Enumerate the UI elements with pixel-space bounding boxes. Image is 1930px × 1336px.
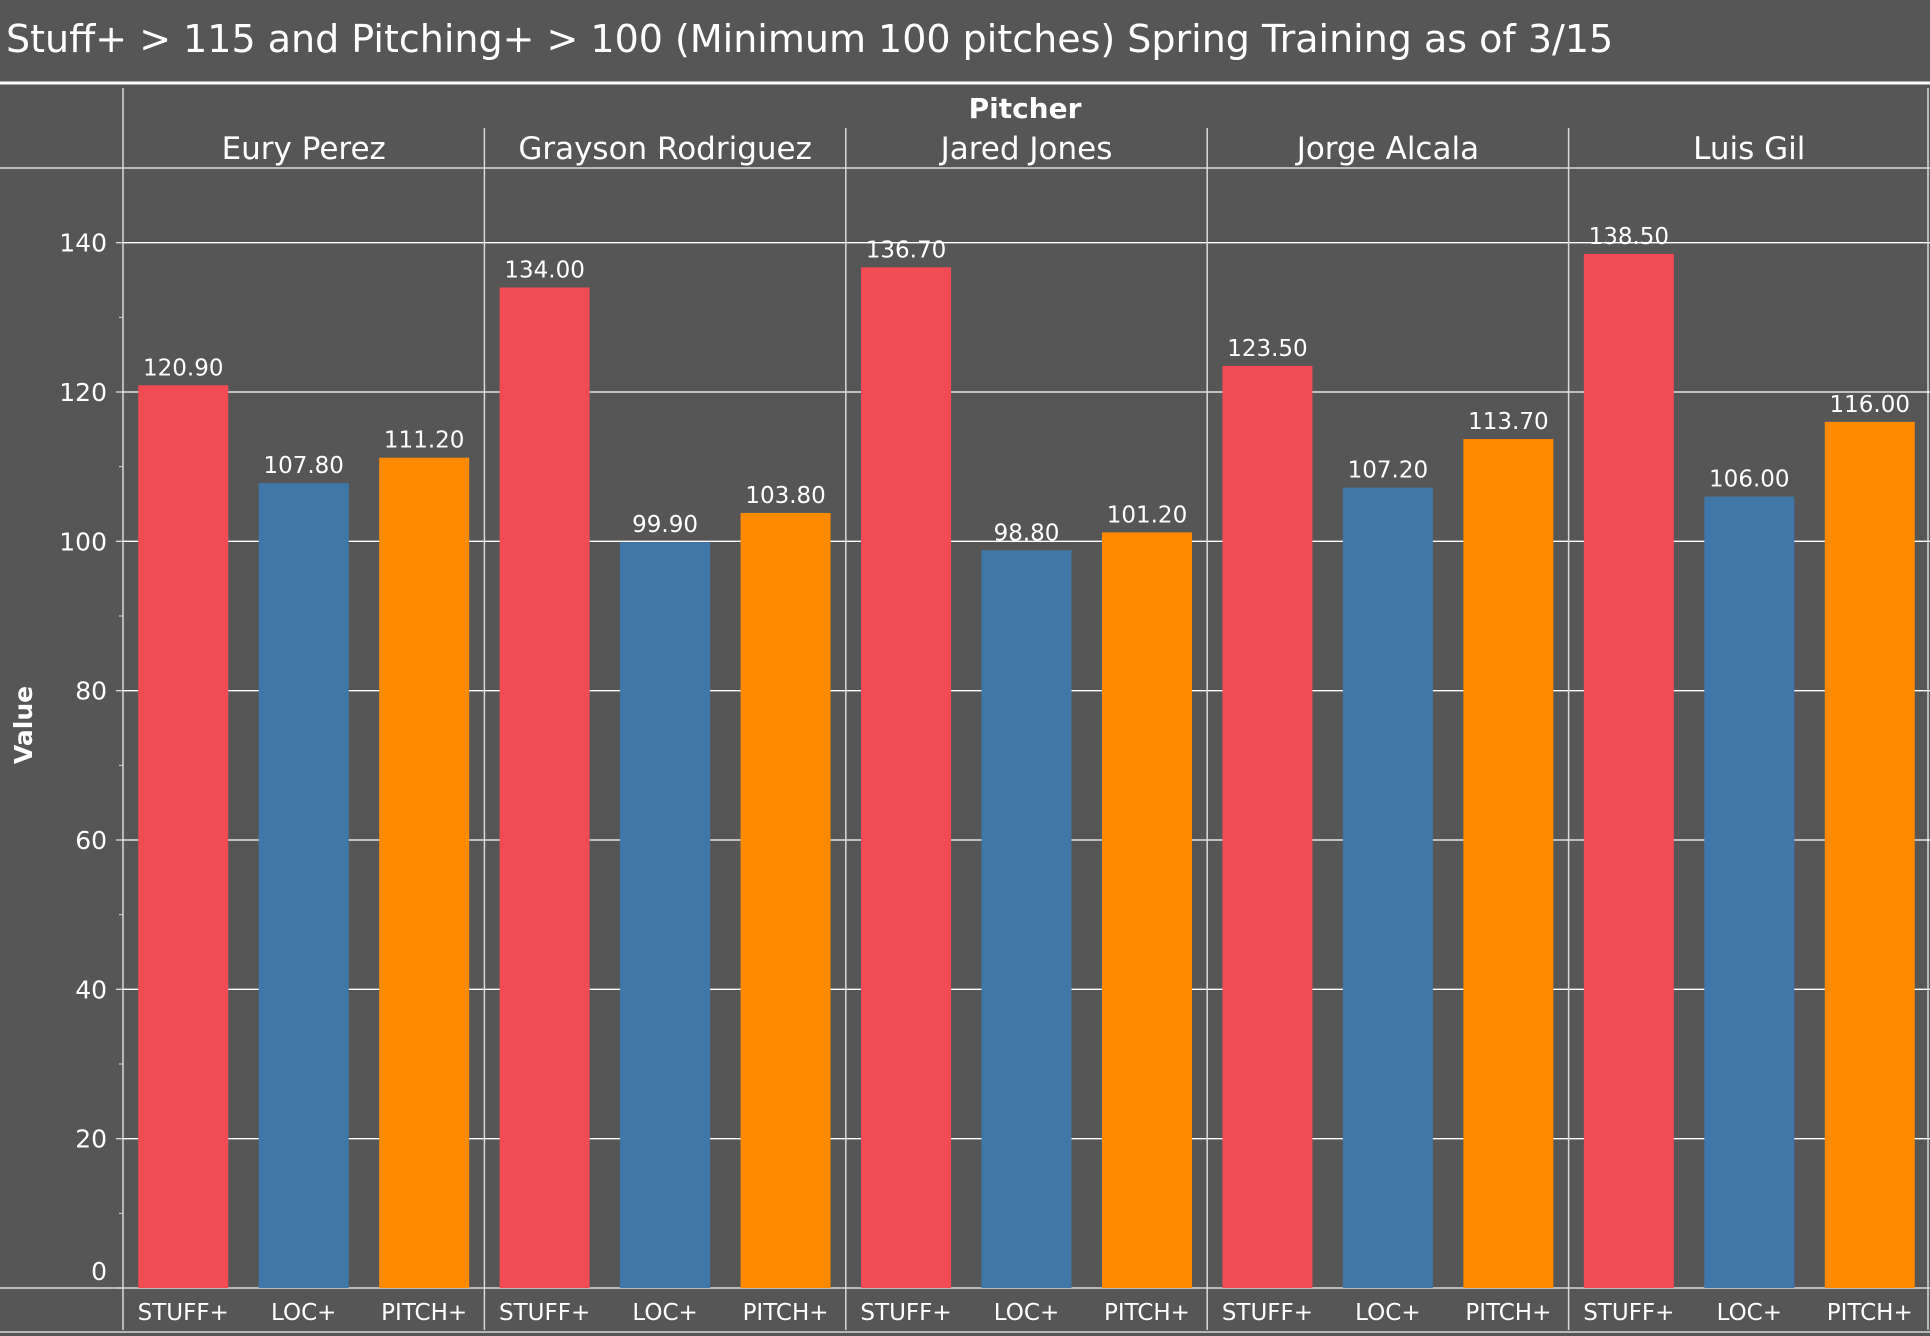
- bar: [1583, 253, 1674, 1288]
- bar: [1101, 532, 1192, 1288]
- data-label: 116.00: [1830, 392, 1910, 418]
- bar: [861, 267, 952, 1289]
- y-tick-label: 60: [75, 826, 107, 855]
- x-tick-label: LOC+: [1717, 1300, 1782, 1326]
- data-label: 123.50: [1227, 336, 1307, 362]
- chart-title: Stuff+ > 115 and Pitching+ > 100 (Minimu…: [6, 17, 1614, 61]
- data-label: 134.00: [504, 257, 584, 283]
- x-tick-label: STUFF+: [138, 1300, 229, 1326]
- bar: [499, 287, 590, 1288]
- y-axis: 0 20 40 60 80 100 120 140: [59, 229, 123, 1289]
- bar: [740, 512, 831, 1288]
- bar: [981, 550, 1072, 1288]
- x-tick-label: STUFF+: [1583, 1300, 1674, 1326]
- x-tick-label: LOC+: [271, 1300, 336, 1326]
- pitcher-name: Jorge Alcala: [1295, 131, 1479, 167]
- pitcher-panel: Grayson Rodriguez 134.00 STUFF+ 99.90 LOC+ 10…: [483, 128, 831, 1330]
- y-tick-label: 20: [75, 1125, 107, 1154]
- data-label: 103.80: [745, 483, 825, 509]
- x-tick-label: LOC+: [1355, 1300, 1420, 1326]
- bar: [1824, 421, 1915, 1288]
- y-tick-label: 40: [75, 975, 107, 1004]
- data-label: 136.70: [866, 237, 946, 263]
- bar: [1704, 496, 1795, 1288]
- pitcher-name: Jared Jones: [939, 131, 1113, 167]
- pitcher-panel: Eury Perez 120.90 STUFF+ 107.80 LOC+ 111.20 PI…: [138, 131, 470, 1326]
- title-bar: Stuff+ > 115 and Pitching+ > 100 (Minimu…: [0, 0, 1930, 82]
- data-label: 98.80: [994, 520, 1060, 546]
- data-label: 113.70: [1468, 409, 1548, 435]
- bar: [1342, 487, 1433, 1288]
- data-label: 107.20: [1348, 458, 1428, 484]
- x-tick-label: STUFF+: [499, 1300, 590, 1326]
- data-label: 138.50: [1589, 224, 1669, 250]
- bar: [620, 542, 711, 1288]
- y-axis-label: Value: [9, 686, 38, 764]
- x-tick-label: PITCH+: [1465, 1300, 1551, 1326]
- data-label: 120.90: [143, 355, 223, 381]
- x-tick-label: PITCH+: [743, 1300, 829, 1326]
- data-label: 99.90: [632, 512, 698, 538]
- pitcher-name: Grayson Rodriguez: [518, 131, 812, 167]
- x-tick-label: LOC+: [994, 1300, 1059, 1326]
- bar: [1463, 439, 1554, 1288]
- y-tick-label: 100: [59, 527, 107, 556]
- x-tick-label: PITCH+: [1104, 1300, 1190, 1326]
- y-tick-label: 140: [59, 229, 107, 258]
- x-tick-label: LOC+: [632, 1300, 697, 1326]
- x-tick-label: PITCH+: [1827, 1300, 1913, 1326]
- data-label: 101.20: [1107, 502, 1187, 528]
- bar: [1222, 365, 1313, 1288]
- pitcher-panels: Eury Perez 120.90 STUFF+ 107.80 LOC+ 111.20 PI…: [138, 128, 1915, 1330]
- data-label: 106.00: [1709, 467, 1789, 493]
- y-tick-label: 0: [91, 1257, 107, 1286]
- x-tick-label: STUFF+: [1222, 1300, 1313, 1326]
- data-label: 107.80: [263, 453, 343, 479]
- y-tick-label: 120: [59, 378, 107, 407]
- bar: [138, 385, 229, 1288]
- y-tick-label: 80: [75, 677, 107, 706]
- pitcher-name: Luis Gil: [1693, 131, 1805, 167]
- bar: [258, 483, 349, 1288]
- pitcher-panel: Jorge Alcala 123.50 STUFF+ 107.20 LOC+ 113.70…: [1206, 128, 1554, 1330]
- x-tick-label: PITCH+: [381, 1300, 467, 1326]
- pitcher-panel: Luis Gil 138.50 STUFF+ 106.00 LOC+ 116.00 PITC…: [1567, 128, 1915, 1330]
- bar: [379, 457, 470, 1288]
- x-tick-label: STUFF+: [860, 1300, 951, 1326]
- pitcher-panel: Jared Jones 136.70 STUFF+ 98.80 LOC+ 101.20 PI…: [845, 128, 1192, 1330]
- data-label: 111.20: [384, 428, 464, 454]
- pitcher-name: Eury Perez: [222, 131, 386, 167]
- pitcher-header-label: Pitcher: [969, 92, 1082, 125]
